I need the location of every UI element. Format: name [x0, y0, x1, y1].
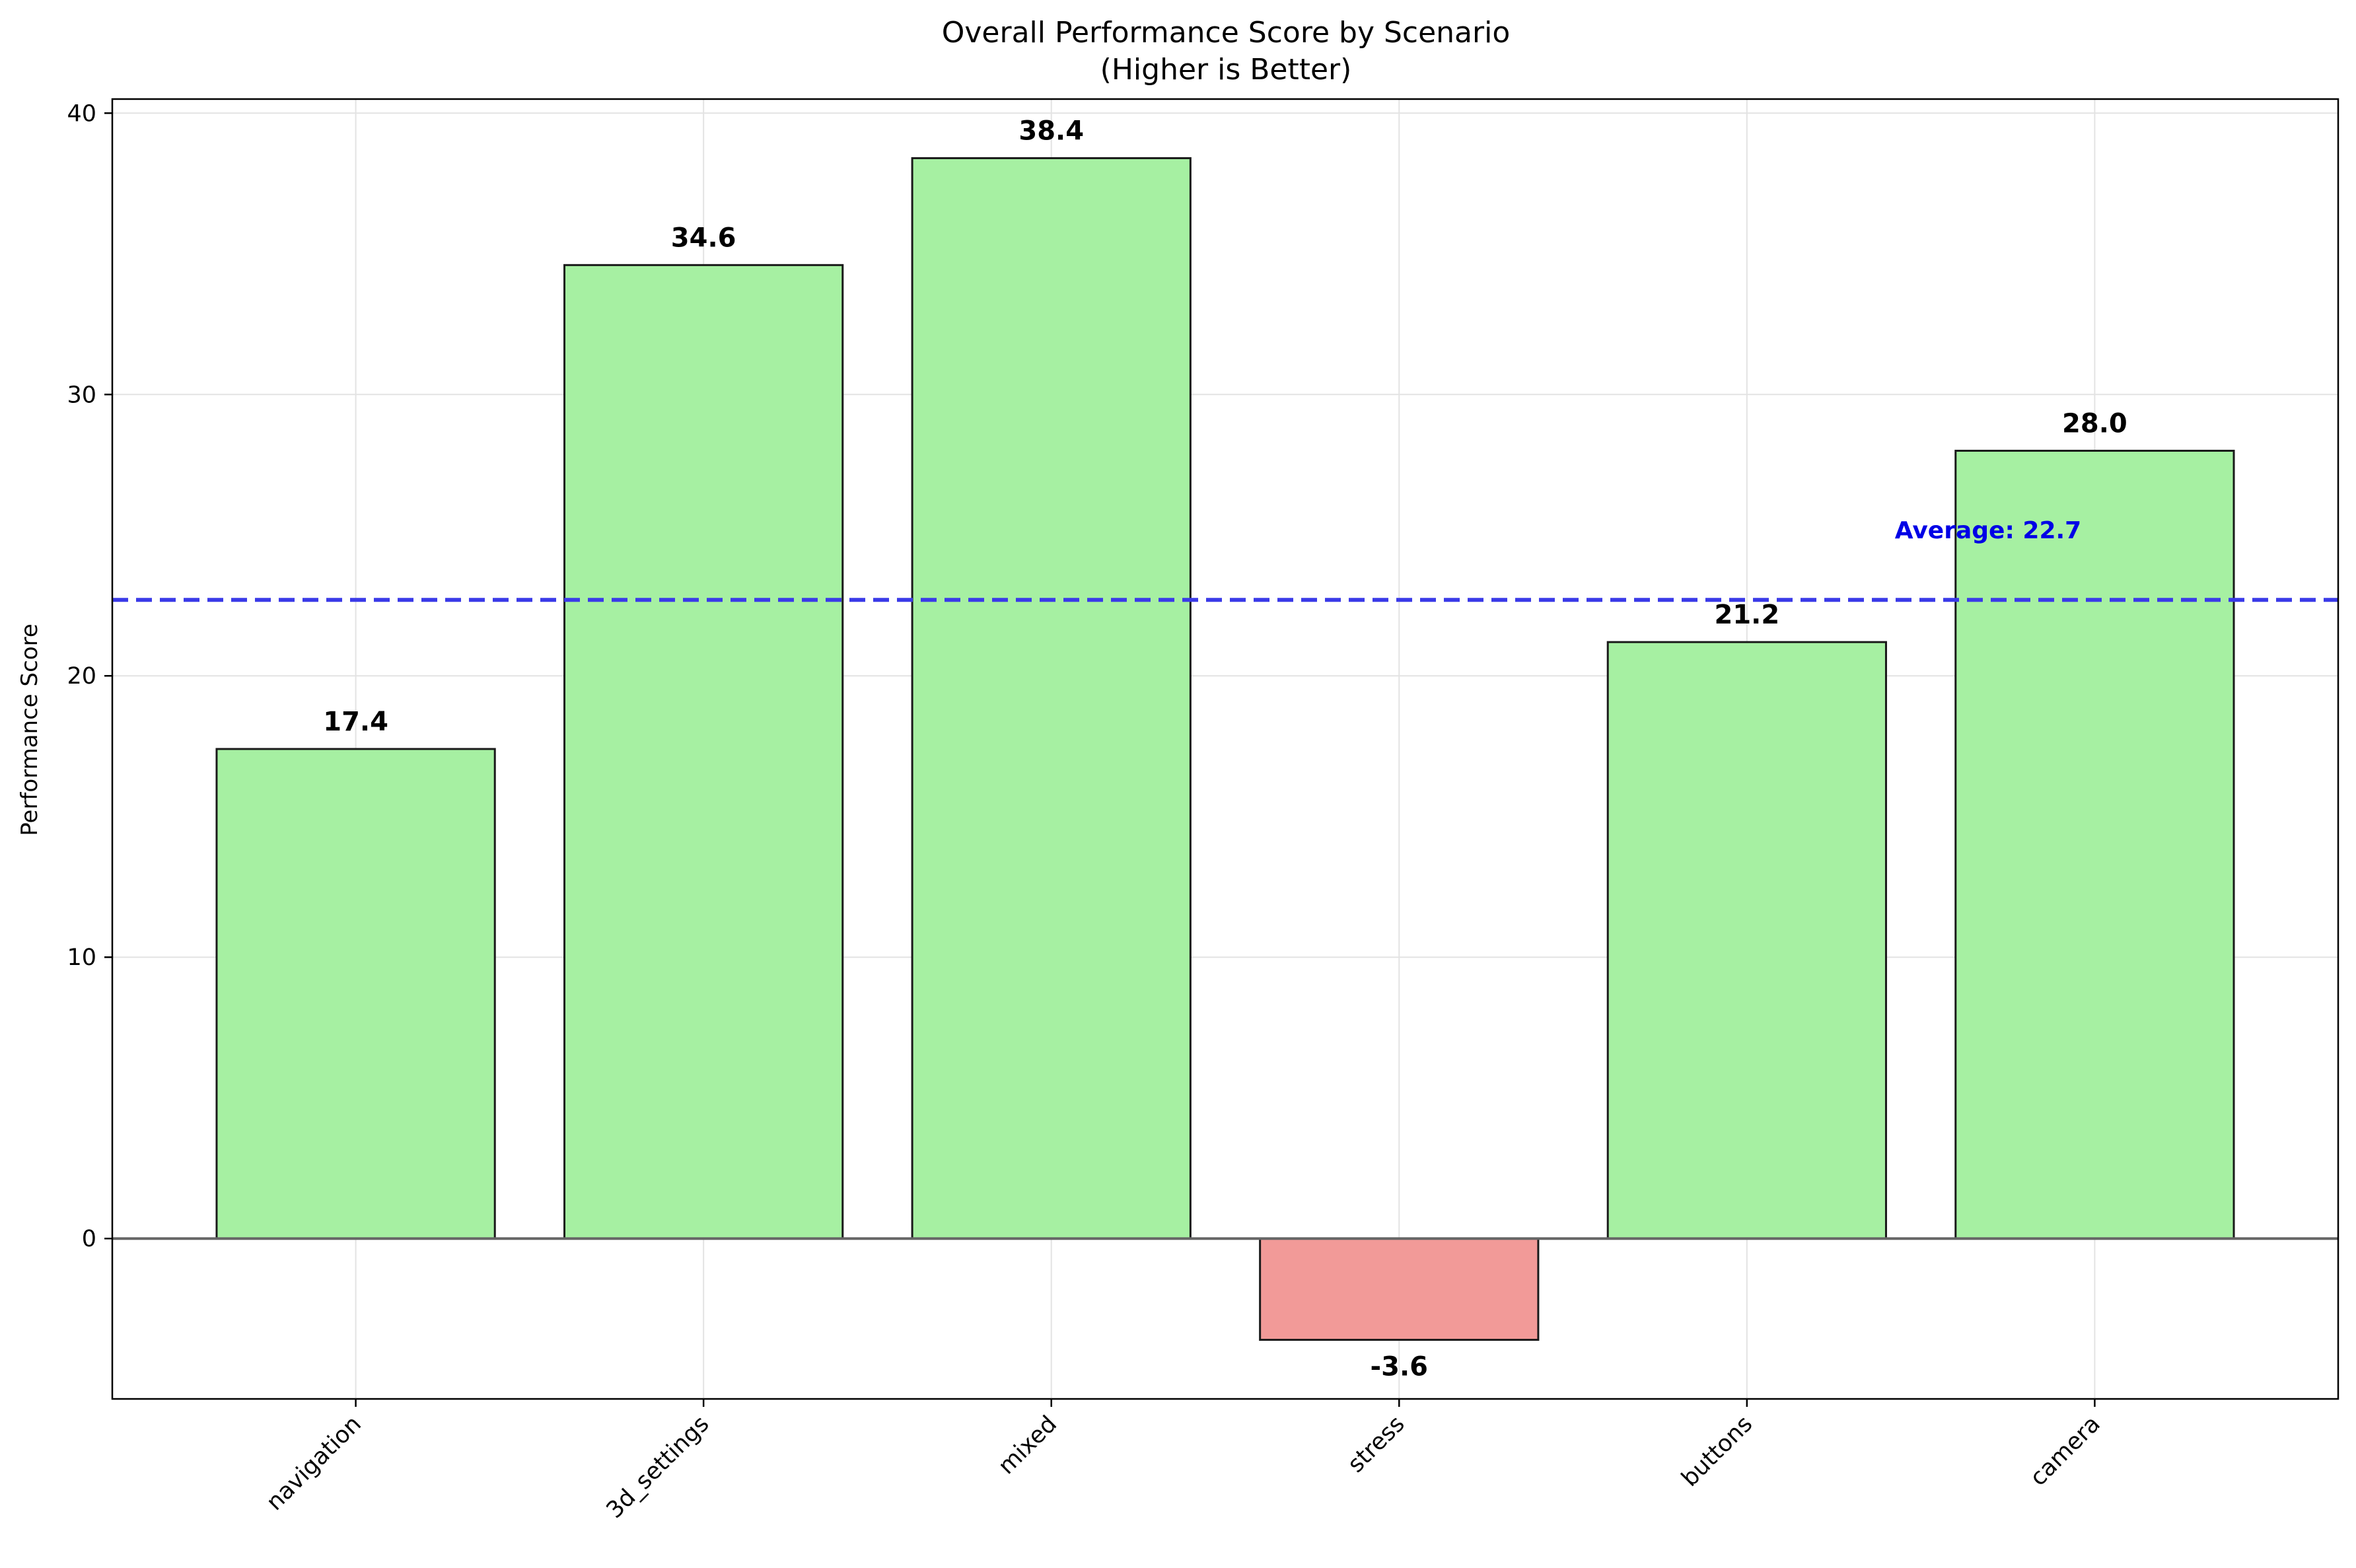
- bar-camera: [1954, 449, 2235, 1240]
- x-tick-label-stress: stress: [1343, 1411, 1410, 1478]
- bar-navigation: [215, 748, 496, 1240]
- data-label-buttons: 21.2: [1714, 600, 1779, 630]
- chart-title: Overall Performance Score by Scenario: [942, 16, 1511, 50]
- chart-subtitle: (Higher is Better): [1100, 53, 1352, 87]
- x-tick-label-3d_settings: 3d_settings: [602, 1411, 715, 1524]
- y-tick-label: 0: [82, 1226, 96, 1252]
- bar-mixed: [911, 157, 1192, 1240]
- bar-3d_settings: [563, 264, 844, 1240]
- x-tick-label-navigation: navigation: [262, 1411, 367, 1516]
- data-label-mixed: 38.4: [1018, 116, 1084, 146]
- y-axis-label: Performance Score: [17, 624, 43, 836]
- bar-buttons: [1606, 641, 1887, 1240]
- average-label: Average: 22.7: [1895, 517, 2081, 544]
- data-label-navigation: 17.4: [323, 707, 388, 737]
- reference-lines-layer: [112, 598, 2338, 1240]
- x-tick-label-mixed: mixed: [993, 1411, 1062, 1479]
- bars-layer: [215, 157, 2235, 1341]
- bar-stress: [1259, 1237, 1540, 1341]
- y-tick-label: 20: [67, 663, 96, 690]
- data-label-3d_settings: 34.6: [671, 223, 736, 253]
- data-label-stress: -3.6: [1371, 1352, 1428, 1382]
- y-tick-label: 40: [67, 100, 96, 127]
- y-tick-label: 30: [67, 382, 96, 408]
- y-tick-label: 10: [67, 944, 96, 971]
- x-tick-label-camera: camera: [2025, 1411, 2106, 1491]
- data-label-camera: 28.0: [2062, 408, 2127, 439]
- x-tick-label-buttons: buttons: [1676, 1411, 1758, 1492]
- data-labels-layer: 17.4 34.6 38.4 -3.6 21.2 28.0: [323, 116, 2127, 1382]
- plot-frame: [111, 98, 2339, 1400]
